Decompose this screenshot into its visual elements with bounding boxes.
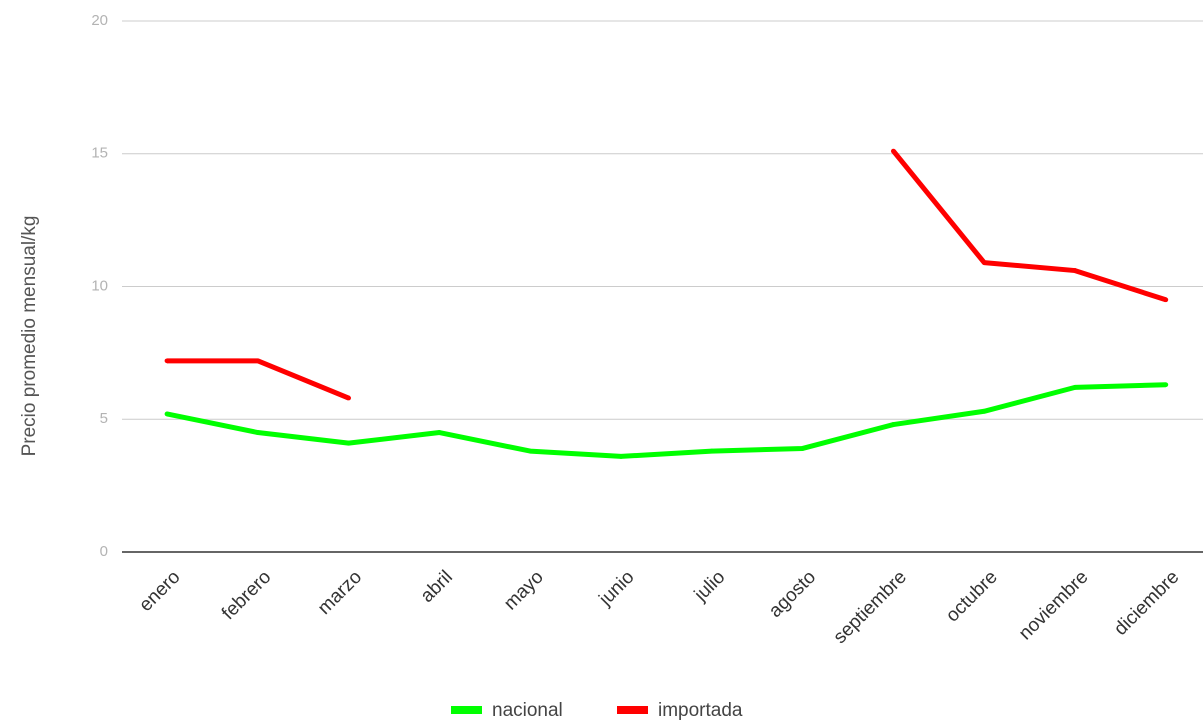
y-tick-label: 10 — [91, 277, 108, 294]
data-point — [1163, 382, 1169, 388]
data-point — [618, 454, 624, 459]
x-tick-label: mayo — [500, 567, 548, 615]
x-tick-label: septiembre — [830, 567, 911, 648]
data-point — [255, 358, 261, 364]
series-layer — [164, 148, 1169, 459]
x-tick-labels: enero febrero marzo abril mayo junio julio agos… — [135, 567, 1183, 648]
x-tick-label: febrero — [218, 567, 275, 624]
y-tick-labels: 0 5 10 15 20 — [91, 12, 108, 560]
series-nacional — [164, 382, 1169, 459]
data-point — [1072, 384, 1078, 390]
x-tick-label: junio — [595, 567, 639, 611]
legend-label: importada — [658, 700, 743, 721]
data-point — [164, 411, 170, 417]
data-point — [800, 446, 805, 451]
data-point — [891, 422, 896, 427]
series-line — [167, 358, 350, 401]
legend-swatch — [617, 706, 648, 714]
legend-label: nacional — [492, 700, 563, 721]
legend-swatch — [451, 706, 482, 714]
data-point — [1163, 297, 1169, 303]
x-tick-label: diciembre — [1110, 567, 1183, 640]
y-tick-label: 20 — [91, 12, 108, 29]
legend: nacional importada — [451, 700, 743, 721]
series-importada — [164, 148, 1169, 401]
data-point — [164, 358, 170, 364]
series-line — [891, 149, 1167, 303]
y-tick-label: 5 — [100, 410, 108, 427]
data-point — [437, 430, 442, 435]
grid-layer — [122, 20, 1203, 553]
data-point — [346, 395, 351, 401]
data-point — [346, 440, 351, 446]
x-tick-label: enero — [135, 567, 184, 616]
y-axis-title: Precio promedio mensual/kg — [19, 216, 40, 457]
data-point — [1072, 268, 1078, 273]
x-tick-label: julio — [690, 567, 729, 606]
series-line — [166, 382, 1166, 459]
x-tick-label: octubre — [942, 567, 1002, 627]
x-tick-label: marzo — [314, 567, 366, 619]
y-tick-label: 0 — [100, 543, 108, 560]
x-tick-label: abril — [417, 567, 457, 607]
data-point — [527, 448, 533, 454]
legend-item: importada — [617, 700, 743, 721]
data-point — [981, 260, 987, 266]
data-point — [709, 448, 715, 454]
legend-item: nacional — [451, 700, 563, 721]
data-point — [981, 408, 987, 414]
y-tick-label: 15 — [91, 145, 108, 162]
x-tick-label: agosto — [765, 567, 820, 622]
data-point — [255, 430, 261, 435]
data-point — [891, 148, 896, 154]
x-tick-label: noviembre — [1015, 567, 1093, 645]
